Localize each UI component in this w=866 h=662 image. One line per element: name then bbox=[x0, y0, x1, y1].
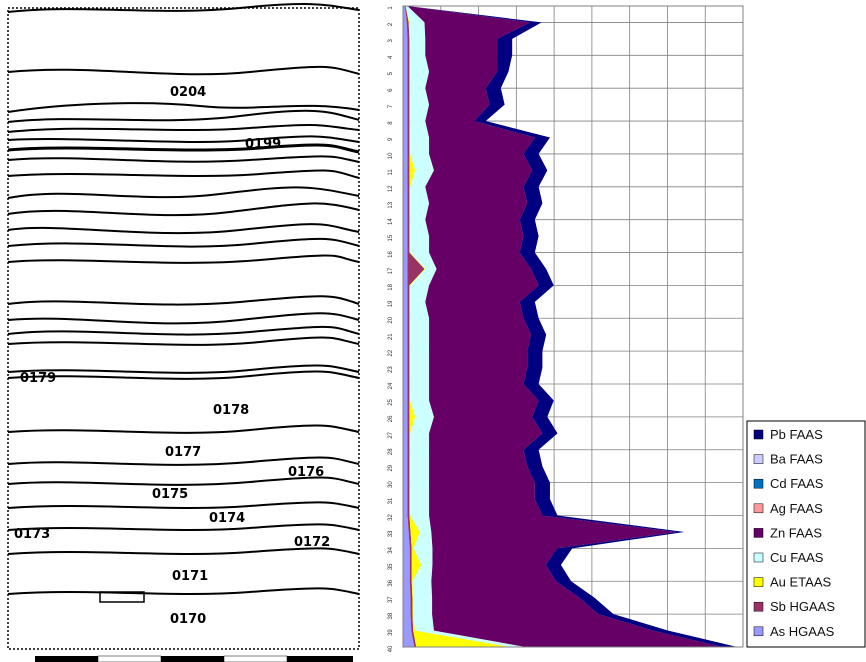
depth-tick-label: 15 bbox=[388, 234, 394, 241]
legend-entry-label: Sb HGAAS bbox=[770, 599, 835, 614]
layer-label-0171: 0171 bbox=[172, 569, 208, 584]
depth-tick-label: 19 bbox=[388, 300, 394, 307]
legend-entry-label: Ba FAAS bbox=[770, 452, 823, 467]
layer-label-0178: 0178 bbox=[213, 403, 249, 418]
legend-swatch bbox=[753, 429, 764, 440]
depth-tick-label: 22 bbox=[388, 349, 394, 356]
depth-tick-label: 28 bbox=[388, 448, 394, 455]
depth-tick-label: 30 bbox=[388, 481, 394, 488]
depth-tick-label: 1 bbox=[388, 6, 394, 10]
depth-tick-label: 40 bbox=[388, 645, 394, 652]
layer-label-0177: 0177 bbox=[165, 445, 201, 460]
layer-label-0179: 0179 bbox=[20, 371, 56, 386]
depth-tick-label: 17 bbox=[388, 267, 394, 274]
depth-tick-label: 39 bbox=[388, 629, 394, 636]
depth-tick-label: 3 bbox=[388, 39, 394, 43]
legend-entry-label: Ag FAAS bbox=[770, 501, 823, 516]
depth-tick-label: 38 bbox=[388, 612, 394, 619]
element-concentration-chart: 1234567891011121314151617181920212223242… bbox=[388, 5, 866, 653]
legend-entry-label: Zn FAAS bbox=[770, 525, 822, 540]
area-zn-faas bbox=[407, 6, 723, 647]
layer-label-0204: 0204 bbox=[170, 85, 206, 100]
legend-entry-label: Cu FAAS bbox=[770, 550, 824, 565]
legend-swatch bbox=[753, 454, 764, 464]
layer-label-0174: 0174 bbox=[209, 511, 245, 526]
area-sb-hgaas bbox=[404, 6, 425, 647]
legend-swatch bbox=[753, 577, 764, 587]
depth-tick-label: 9 bbox=[388, 137, 394, 141]
legend-swatch bbox=[753, 478, 764, 489]
depth-tick-label: 11 bbox=[388, 169, 394, 176]
depth-tick-label: 14 bbox=[388, 218, 394, 225]
legend-entry-label: Pb FAAS bbox=[770, 427, 823, 442]
depth-tick-label: 18 bbox=[388, 283, 394, 290]
legend-swatch bbox=[753, 503, 764, 514]
chart-areas bbox=[403, 6, 738, 647]
depth-tick-label: 23 bbox=[388, 366, 394, 373]
depth-tick-label: 29 bbox=[388, 464, 394, 471]
depth-tick-label: 21 bbox=[388, 333, 394, 340]
depth-axis-ticks: 1234567891011121314151617181920212223242… bbox=[388, 6, 394, 653]
legend-entry-label: Au ETAAS bbox=[770, 575, 832, 590]
depth-tick-label: 35 bbox=[388, 563, 394, 570]
legend-box bbox=[746, 420, 866, 648]
layer-label-0170: 0170 bbox=[170, 612, 206, 627]
depth-tick-label: 26 bbox=[388, 415, 394, 422]
stratigraphic-section: 0204 0199 0179 0178 0177 0176 0175 0174 … bbox=[7, 3, 360, 662]
legend-swatch bbox=[753, 601, 764, 612]
legend-swatch bbox=[753, 552, 764, 563]
depth-tick-label: 4 bbox=[388, 55, 394, 59]
depth-tick-label: 16 bbox=[388, 251, 394, 258]
layer-label-0175: 0175 bbox=[152, 487, 188, 502]
depth-tick-label: 13 bbox=[388, 201, 394, 208]
legend-swatch bbox=[753, 626, 764, 637]
depth-tick-label: 25 bbox=[388, 398, 394, 405]
depth-tick-label: 27 bbox=[388, 431, 394, 438]
legend-swatch bbox=[753, 528, 764, 538]
depth-tick-label: 20 bbox=[388, 316, 394, 323]
plot-frame bbox=[402, 5, 744, 648]
depth-tick-label: 12 bbox=[388, 185, 394, 192]
layer-label-0172: 0172 bbox=[294, 535, 330, 550]
layer-label-0173: 0173 bbox=[14, 527, 50, 542]
lens-shape bbox=[99, 591, 145, 603]
depth-tick-label: 24 bbox=[388, 382, 394, 389]
depth-tick-label: 31 bbox=[388, 497, 394, 504]
chart-legend: Pb FAAS Ba FAAS Cd FAAS Ag FAAS Zn FAAS Cu FA… bbox=[746, 420, 866, 648]
depth-tick-label: 8 bbox=[388, 121, 394, 125]
depth-tick-label: 36 bbox=[388, 579, 394, 586]
legend-entry-label: As HGAAS bbox=[770, 624, 835, 639]
scale-bar bbox=[35, 655, 353, 662]
depth-tick-label: 10 bbox=[388, 152, 394, 159]
depth-tick-label: 7 bbox=[388, 104, 394, 108]
depth-tick-label: 32 bbox=[388, 514, 394, 521]
depth-tick-label: 5 bbox=[388, 71, 394, 75]
area-as-hgaas bbox=[403, 6, 415, 647]
layer-label-0176: 0176 bbox=[288, 465, 324, 480]
area-cu-faas bbox=[405, 6, 526, 647]
layer-boundaries bbox=[7, 3, 360, 595]
depth-tick-label: 2 bbox=[388, 22, 394, 26]
legend-entry-label: Cd FAAS bbox=[770, 476, 824, 491]
area-pb-faas bbox=[407, 6, 738, 647]
layer-label-0199: 0199 bbox=[245, 137, 281, 152]
depth-tick-label: 6 bbox=[388, 88, 394, 92]
depth-tick-label: 33 bbox=[388, 530, 394, 537]
depth-tick-label: 34 bbox=[388, 546, 394, 553]
depth-tick-label: 37 bbox=[388, 596, 394, 603]
